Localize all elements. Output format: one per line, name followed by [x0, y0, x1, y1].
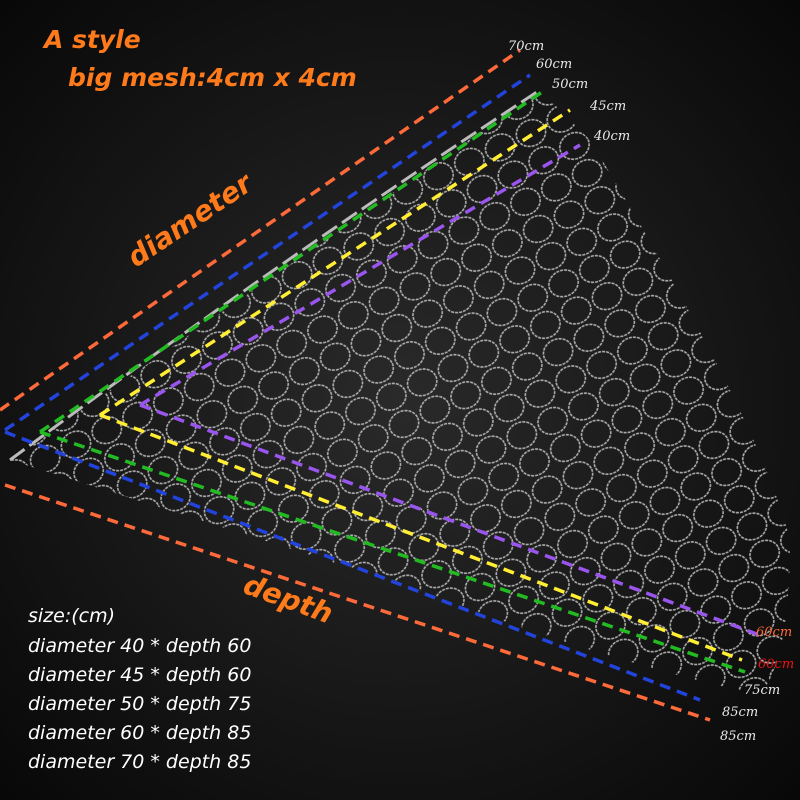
depth-value: 75cm [744, 683, 780, 698]
depth-value: 85cm [722, 705, 758, 720]
diameter-value: 60cm [536, 57, 572, 72]
depth-value: 60cm [756, 625, 792, 640]
diameter-value: 40cm [593, 129, 630, 144]
size-row: diameter 45 * depth 60 [28, 664, 251, 686]
size-list: diameter 40 * depth 60 diameter 45 * dept… [28, 635, 251, 773]
size-row: diameter 40 * depth 60 [28, 635, 251, 657]
size-row: diameter 60 * depth 85 [28, 722, 251, 744]
net-rim [9, 88, 541, 462]
guide-lines [0, 48, 763, 722]
size-row: diameter 50 * depth 75 [28, 693, 251, 715]
depth-value: 60cm [758, 657, 794, 672]
size-row: diameter 70 * depth 85 [28, 751, 251, 773]
subtitle: big mesh:4cm x 4cm [68, 63, 357, 92]
size-heading: size:(cm) [28, 605, 115, 627]
diameter-value: 50cm [552, 77, 588, 92]
diameter-value: 70cm [508, 39, 544, 54]
diameter-value: 45cm [589, 99, 626, 114]
depth-value: 85cm [720, 729, 756, 744]
title: A style [42, 25, 141, 54]
